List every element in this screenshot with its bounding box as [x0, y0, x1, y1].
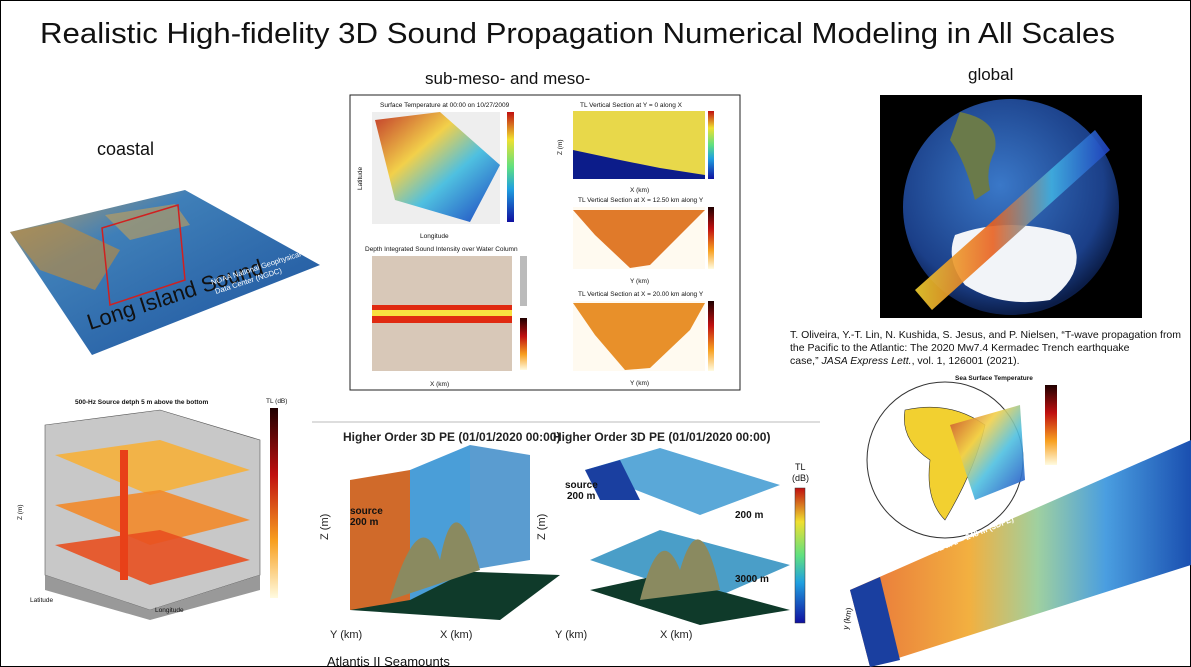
axis-label: X (km)	[660, 629, 692, 641]
source-label: 200 m	[567, 491, 595, 502]
axis-label: Y (km)	[555, 629, 587, 641]
axis-label: Z (m)	[17, 504, 24, 520]
caption: Atlantis II Seamounts	[327, 654, 450, 667]
depth-label: 200 m	[735, 510, 763, 521]
axis-label: Z (m)	[557, 139, 564, 155]
meso-figure: Surface Temperature at 00:00 on 10/27/20…	[350, 95, 740, 390]
citation-text: case,”	[790, 355, 822, 367]
figure-title: 500-Hz Source detph 5 m above the bottom	[75, 399, 208, 406]
axis-label: Y (km)	[630, 380, 649, 387]
depth-label: 3000 m	[735, 574, 769, 585]
axis-label: Longitude	[155, 607, 184, 614]
axis-label: X (km)	[430, 381, 449, 388]
slide-title: Realistic High-fidelity 3D Sound Propaga…	[40, 18, 1115, 50]
axis-label: Z (m)	[319, 514, 331, 540]
source-label: 200 m	[350, 517, 378, 528]
section-label: global	[968, 65, 1013, 84]
panel-title: TL Vertical Section at X = 12.50 km alon…	[578, 197, 704, 204]
axis-label: Y (km)	[330, 629, 362, 641]
panel-title: Depth Integrated Sound Intensity over Wa…	[365, 246, 518, 253]
panel-title: Surface Temperature at 00:00 on 10/27/20…	[380, 102, 510, 109]
figure-title: Sea Surface Temperature	[955, 375, 1033, 382]
panel-title: TL Vertical Section at X = 20.00 km alon…	[578, 291, 704, 298]
citation-text: T. Oliveira, Y.-T. Lin, N. Kushida, S. J…	[790, 329, 1181, 341]
axis-label: Latitude	[30, 597, 54, 604]
panel-title: TL Vertical Section at Y = 0 along X	[580, 102, 683, 109]
axis-label: Latitude	[357, 166, 364, 190]
axis-label: X (km)	[630, 187, 649, 194]
page: { "title": "Realistic High-fidelity 3D S…	[0, 0, 1191, 667]
source-label: source	[350, 506, 383, 517]
axis-label: Z (m)	[536, 514, 548, 540]
axis-label: Longitude	[420, 233, 449, 240]
source-label: source	[565, 480, 598, 491]
section-label: sub-meso- and meso-	[425, 69, 590, 88]
axis-label: Y (km)	[630, 278, 649, 285]
citation-text: the Pacific to the Atlantic: The 2020 Mw…	[790, 342, 1130, 354]
panel-title: Higher Order 3D PE (01/01/2020 00:00)	[343, 430, 560, 444]
axis-label: X (km)	[440, 629, 472, 641]
citation-journal: JASA Express Lett.	[821, 355, 912, 367]
colorbar-label: TL	[795, 462, 806, 472]
citation-text: case,” JASA Express Lett., vol. 1, 12600…	[790, 355, 1020, 367]
colorbar-label: TL (dB)	[266, 398, 287, 405]
citation-text: , vol. 1, 126001 (2021).	[912, 355, 1020, 367]
colorbar-label: (dB)	[792, 473, 809, 483]
slide: Realistic High-fidelity 3D Sound Propaga…	[0, 0, 1191, 667]
section-label: coastal	[97, 139, 154, 159]
panel-title: Higher Order 3D PE (01/01/2020 00:00)	[553, 430, 770, 444]
